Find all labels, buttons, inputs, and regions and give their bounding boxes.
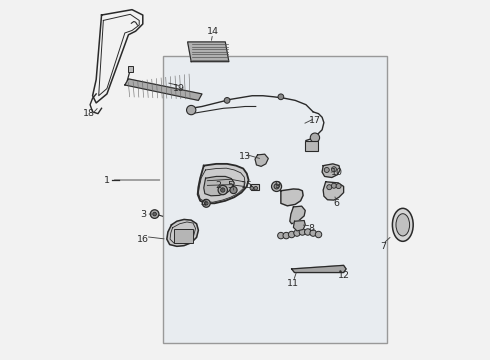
Text: 19: 19 (172, 84, 185, 93)
Text: 17: 17 (309, 116, 321, 125)
Bar (174, 229, 193, 243)
Circle shape (230, 186, 237, 194)
Circle shape (283, 232, 290, 239)
Circle shape (218, 185, 227, 195)
Text: 5: 5 (228, 181, 234, 190)
Polygon shape (281, 189, 303, 206)
Circle shape (224, 98, 230, 103)
Polygon shape (204, 176, 234, 196)
Polygon shape (125, 79, 202, 100)
Text: 1: 1 (104, 176, 110, 185)
Circle shape (150, 210, 159, 219)
Ellipse shape (392, 208, 413, 241)
Polygon shape (292, 265, 346, 273)
Ellipse shape (396, 214, 410, 236)
Polygon shape (322, 164, 340, 177)
Circle shape (250, 186, 254, 190)
Polygon shape (188, 42, 229, 62)
Polygon shape (323, 182, 343, 200)
Text: 8: 8 (308, 224, 315, 233)
Circle shape (254, 186, 258, 190)
Text: 14: 14 (207, 27, 219, 36)
Polygon shape (294, 221, 305, 231)
Text: 3: 3 (140, 210, 146, 219)
Circle shape (310, 230, 317, 236)
Text: 7: 7 (380, 242, 386, 251)
Circle shape (153, 212, 156, 216)
Bar (128, 66, 133, 72)
Circle shape (331, 167, 337, 172)
Text: 11: 11 (288, 279, 299, 288)
Circle shape (274, 184, 279, 189)
Circle shape (310, 133, 319, 142)
Circle shape (299, 229, 306, 235)
Circle shape (202, 199, 210, 207)
Polygon shape (197, 164, 248, 203)
Text: 15: 15 (241, 181, 253, 190)
Circle shape (220, 188, 225, 192)
Circle shape (204, 202, 208, 205)
Circle shape (289, 231, 295, 238)
Circle shape (294, 230, 300, 236)
Text: 12: 12 (338, 270, 350, 279)
Polygon shape (255, 154, 269, 166)
Circle shape (187, 105, 196, 115)
Bar (251, 184, 259, 190)
Text: 10: 10 (330, 168, 343, 177)
Text: 6: 6 (334, 199, 340, 208)
Text: 2: 2 (215, 181, 221, 190)
Text: 9: 9 (274, 181, 280, 190)
Text: 18: 18 (83, 109, 95, 118)
Circle shape (315, 231, 322, 238)
Text: 13: 13 (239, 152, 251, 161)
Polygon shape (290, 206, 305, 224)
Circle shape (278, 94, 284, 100)
Circle shape (336, 184, 341, 189)
Bar (305, 140, 318, 150)
Circle shape (278, 232, 284, 239)
Text: 4: 4 (201, 199, 207, 208)
Circle shape (327, 185, 332, 190)
Circle shape (304, 229, 311, 235)
Circle shape (331, 183, 337, 188)
Polygon shape (167, 220, 198, 246)
Circle shape (271, 181, 282, 192)
Bar (163, 56, 387, 343)
Circle shape (324, 167, 329, 172)
Text: 16: 16 (137, 235, 149, 244)
